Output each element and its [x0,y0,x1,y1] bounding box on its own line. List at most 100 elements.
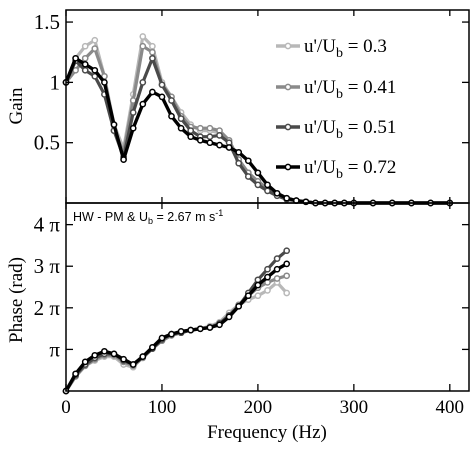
phase-data-point [139,353,147,360]
gain-data-point [139,100,147,108]
phase-data-point [91,351,99,359]
flow-condition-annotation: HW - PM & Ub = 2.67 m s-1 [73,208,223,226]
phase-series-3 [62,260,291,395]
phase-data-point [273,255,281,262]
phase-data-point [196,325,204,333]
gain-y-tick-label: 1 [50,70,61,94]
gain-panel: 0.5 1 1.5 Gain u'/Ub = 0.3 u'/Ub = 0.41 u'/U… [6,9,470,207]
phase-data-point [110,350,118,358]
phase-data-point [177,328,185,335]
gain-data-point [283,194,291,202]
phase-y-tick-label: 4 π [34,213,61,237]
gain-data-point [235,159,243,167]
phase-plot-frame [65,202,470,392]
gain-y-tick-label: 0.5 [34,131,60,155]
gain-data-point [235,148,243,156]
legend-entry-label: u'/Ub = 0.51 [304,117,396,142]
frequency-x-axis-label: Frequency (Hz) [207,422,327,443]
gain-data-point [129,124,137,132]
gain-data-point [206,139,214,147]
phase-data-point [120,355,127,363]
legend-entry-label: u'/Ub = 0.41 [304,77,396,102]
phase-data-point [283,272,291,280]
frequency-x-tick-label: 300 [340,397,369,418]
gain-data-point [177,115,185,122]
gain-data-point [216,141,223,149]
gain-data-point [264,181,271,189]
legend-entry: u'/Ub = 0.41 [276,77,396,102]
phase-data-point [206,324,214,331]
phase-series-0 [62,279,291,395]
gain-data-point [91,66,99,74]
phase-data-point [273,265,281,273]
gain-data-point [120,156,127,163]
gain-data-point [149,42,156,50]
phase-series-line [64,262,288,392]
gain-data-point [139,33,147,40]
frequency-x-tick-label: 0 [61,397,71,418]
gain-data-point [206,124,214,132]
gain-data-point [244,157,252,165]
gain-data-point [139,79,147,86]
phase-panel: π 2 π 3 π 4 π 0 100 200 300 400 Phase (rad) Fre… [6,10,470,443]
phase-data-point [101,347,108,355]
gain-data-point [91,45,99,52]
legend-entry: u'/Ub = 0.51 [276,117,396,142]
gain-data-point [139,42,147,50]
gain-data-point [168,97,175,104]
phase-data-point [216,321,223,329]
gain-data-point [81,42,89,50]
gain-y-tick-label: 1.5 [34,10,60,34]
gain-data-point [81,66,89,74]
gain-data-point [129,109,137,116]
gain-data-point [187,127,195,134]
phase-data-point [244,292,252,300]
gain-data-point [177,124,185,132]
phase-series-line [64,249,288,392]
gain-data-point [101,72,108,80]
phase-data-point [225,313,233,321]
gain-y-ticks: 0.5 1 1.5 [34,10,469,155]
gain-data-point [273,189,281,197]
gain-data-point [216,132,223,139]
gain-data-point [158,93,166,101]
phase-data-point [283,289,291,297]
gain-data-point [206,133,214,141]
legend-swatch-marker [284,163,292,171]
legend-entry-label: u'/Ub = 0.3 [304,36,387,61]
legend-entry: u'/Ub = 0.3 [276,36,387,61]
phase-data-point [254,292,262,300]
phase-data-point [283,247,291,255]
gain-data-point [196,124,204,132]
gain-data-point [196,136,204,144]
frequency-x-tick-label: 400 [436,397,465,418]
legend-swatch-marker [284,42,292,50]
gain-data-point [149,54,156,62]
phase-data-point [264,265,271,273]
gain-data-point [110,121,118,128]
gain-data-point [149,48,156,56]
legend-swatch-marker [284,123,292,131]
gain-data-point [91,36,99,44]
phase-data-point [264,273,271,281]
phase-data-point [168,330,175,338]
phase-series-group [62,247,291,395]
phase-data-point [149,343,156,351]
phase-y-axis-label: Phase (rad) [6,257,27,343]
phase-data-point [72,370,79,378]
legend-entry-label: u'/Ub = 0.72 [304,157,396,182]
gain-data-point [254,169,262,177]
frequency-x-tick-label: 200 [244,397,273,418]
phase-series-2 [62,247,291,395]
gain-data-point [264,187,271,195]
gain-data-point [225,144,233,151]
gain-data-point [244,173,252,180]
phase-y-ticks: π 2 π 3 π 4 π [34,213,469,361]
gain-y-axis-label: Gain [6,87,27,124]
gain-data-point [158,81,166,89]
phase-data-point [158,334,166,342]
phase-data-point [81,358,89,366]
gain-data-point [81,54,89,62]
phase-y-tick-label: π [49,337,60,361]
